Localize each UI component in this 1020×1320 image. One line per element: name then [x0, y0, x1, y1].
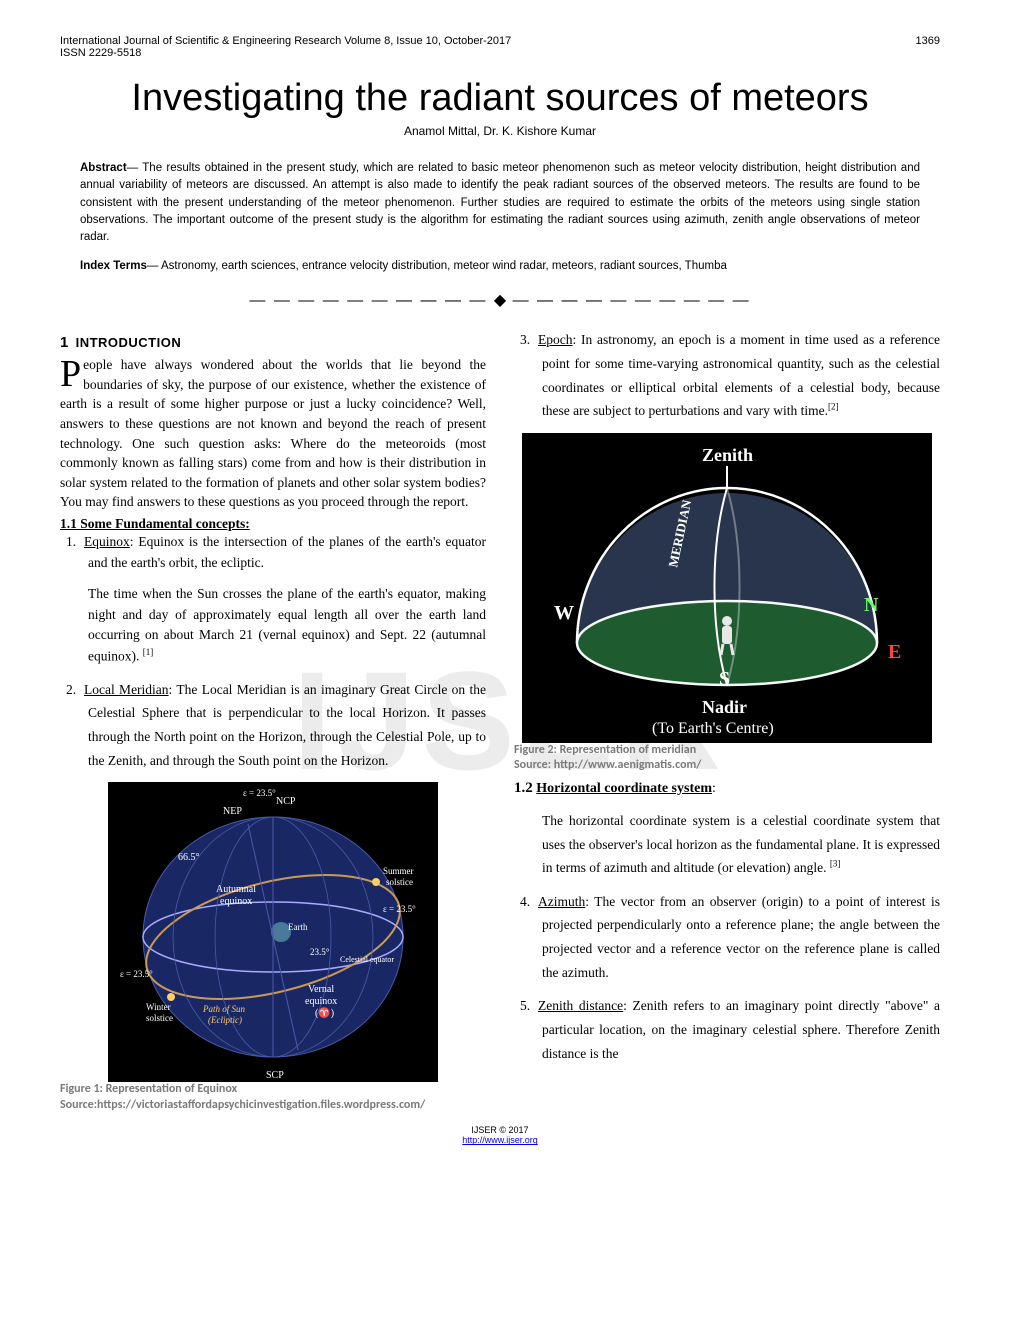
section-1-heading: 1 INTRODUCTION: [60, 334, 486, 351]
dash-right: — — — — — — — — — —: [513, 292, 751, 309]
definition-zenith-distance: 5.Zenith distance: Zenith refers to an i…: [542, 994, 940, 1065]
svg-text:23.5°: 23.5°: [310, 947, 330, 957]
definition-equinox: 1.Equinox: Equinox is the intersection o…: [88, 532, 486, 668]
dash-left: — — — — — — — — — —: [249, 292, 487, 309]
ref-1: [1]: [143, 647, 154, 657]
section-num: 1: [60, 334, 68, 351]
svg-text:Celestial equator: Celestial equator: [340, 955, 394, 964]
section-1-2-title: Horizontal coordinate system: [536, 781, 712, 796]
svg-text:solstice: solstice: [386, 877, 413, 887]
svg-text:NCP: NCP: [276, 796, 296, 807]
svg-text:(♈): (♈): [315, 1006, 334, 1019]
figure-1-source: Source:https://victoriastaffordapsychici…: [60, 1098, 486, 1114]
def-text: : The vector from an observer (origin) t…: [542, 894, 940, 980]
concepts-heading: 1.1 Some Fundamental concepts:: [60, 516, 486, 532]
diamond-icon: ◆: [494, 292, 506, 309]
svg-text:Vernal: Vernal: [308, 984, 334, 995]
index-terms-label: Index Terms: [80, 260, 147, 272]
page-number: 1369: [916, 35, 940, 47]
svg-text:NEP: NEP: [223, 806, 242, 817]
horizontal-intro-text: The horizontal coordinate system is a ce…: [542, 813, 940, 875]
right-column: 3.Epoch: In astronomy, an epoch is a mom…: [514, 328, 940, 1119]
term-local-meridian: Local Meridian: [84, 682, 169, 697]
term-equinox: Equinox: [84, 534, 130, 549]
issn: ISSN 2229-5518: [60, 47, 940, 59]
svg-text:Summer: Summer: [383, 866, 414, 876]
svg-text:ε = 23.5°: ε = 23.5°: [383, 904, 416, 914]
section-1-2-heading: 1.2 Horizontal coordinate system:: [514, 780, 940, 797]
figure-1-svg: NCP NEP ε = 23.5° 66.5° Autumnal equinox…: [108, 782, 438, 1082]
svg-text:equinox: equinox: [305, 996, 337, 1007]
svg-text:S: S: [719, 668, 730, 690]
svg-text:Autumnal: Autumnal: [216, 884, 256, 895]
paper-title: Investigating the radiant sources of met…: [60, 77, 940, 120]
journal-info: International Journal of Scientific & En…: [60, 35, 511, 47]
definition-epoch: 3.Epoch: In astronomy, an epoch is a mom…: [542, 328, 940, 423]
figure-2: Zenith MERIDIAN N S E W Nadir (To Earth'…: [514, 433, 940, 774]
svg-text:66.5°: 66.5°: [178, 852, 200, 863]
svg-text:W: W: [554, 602, 574, 624]
ref-3: [3]: [830, 859, 841, 869]
authors: Anamol Mittal, Dr. K. Kishore Kumar: [60, 124, 940, 138]
svg-text:ε = 23.5°: ε = 23.5°: [120, 969, 153, 979]
figure-2-svg: Zenith MERIDIAN N S E W Nadir (To Earth'…: [522, 433, 932, 743]
figure-2-caption: Figure 2: Representation of meridian: [514, 743, 940, 759]
svg-text:(Ecliptic): (Ecliptic): [208, 1015, 242, 1025]
svg-text:Nadir: Nadir: [702, 697, 747, 717]
footer-copyright: IJSER © 2017: [471, 1125, 528, 1135]
intro-paragraph: People have always wondered about the wo…: [60, 355, 486, 512]
figure-1: NCP NEP ε = 23.5° 66.5° Autumnal equinox…: [60, 782, 486, 1113]
item-num: 5.: [520, 994, 538, 1018]
item-num: 4.: [520, 890, 538, 914]
def-text: : In astronomy, an epoch is a moment in …: [542, 332, 940, 418]
section-title: INTRODUCTION: [76, 335, 182, 350]
svg-text:N: N: [864, 594, 879, 616]
index-terms-text: — Astronomy, earth sciences, entrance ve…: [147, 260, 727, 272]
definition-azimuth: 4.Azimuth: The vector from an observer (…: [542, 890, 940, 985]
index-terms: Index Terms— Astronomy, earth sciences, …: [60, 260, 940, 272]
abstract: Abstract— The results obtained in the pr…: [60, 160, 940, 246]
footer-link[interactable]: http://www.ijser.org: [462, 1135, 538, 1145]
ref-2: [2]: [828, 402, 839, 412]
svg-text:equinox: equinox: [220, 896, 252, 907]
abstract-text: — The results obtained in the present st…: [80, 162, 920, 243]
term-azimuth: Azimuth: [538, 894, 585, 909]
figure-2-source: Source: http://www.aenigmatis.com/: [514, 758, 940, 774]
section-1-2-num: 1.2: [514, 780, 533, 796]
svg-text:Earth: Earth: [288, 922, 308, 932]
svg-text:Zenith: Zenith: [702, 445, 753, 465]
page-header: International Journal of Scientific & En…: [60, 35, 940, 47]
abstract-label: Abstract: [80, 162, 127, 174]
item-num: 1.: [66, 532, 84, 553]
dropcap: P: [60, 355, 83, 390]
svg-text:(To Earth's Centre): (To Earth's Centre): [652, 720, 774, 737]
figure-1-caption: Figure 1: Representation of Equinox: [60, 1082, 486, 1098]
svg-text:ε = 23.5°: ε = 23.5°: [243, 788, 276, 798]
term-zenith-distance: Zenith distance: [538, 998, 623, 1013]
svg-text:E: E: [888, 641, 901, 663]
svg-text:solstice: solstice: [146, 1013, 173, 1023]
footer: IJSER © 2017 http://www.ijser.org: [60, 1125, 940, 1145]
separator: — — — — — — — — — — ◆ — — — — — — — — — …: [60, 290, 940, 310]
svg-text:SCP: SCP: [266, 1070, 284, 1081]
left-column: 1 INTRODUCTION People have always wonder…: [60, 328, 486, 1119]
svg-text:Winter: Winter: [146, 1002, 171, 1012]
item-num: 3.: [520, 328, 538, 352]
definition-local-meridian: 2.Local Meridian: The Local Meridian is …: [88, 678, 486, 773]
def-text: : Equinox is the intersection of the pla…: [88, 534, 486, 570]
svg-text:Path of Sun: Path of Sun: [202, 1004, 245, 1014]
term-epoch: Epoch: [538, 332, 573, 347]
horizontal-intro: The horizontal coordinate system is a ce…: [542, 809, 940, 880]
item-num: 2.: [66, 678, 84, 702]
intro-text: eople have always wondered about the wor…: [60, 357, 486, 509]
